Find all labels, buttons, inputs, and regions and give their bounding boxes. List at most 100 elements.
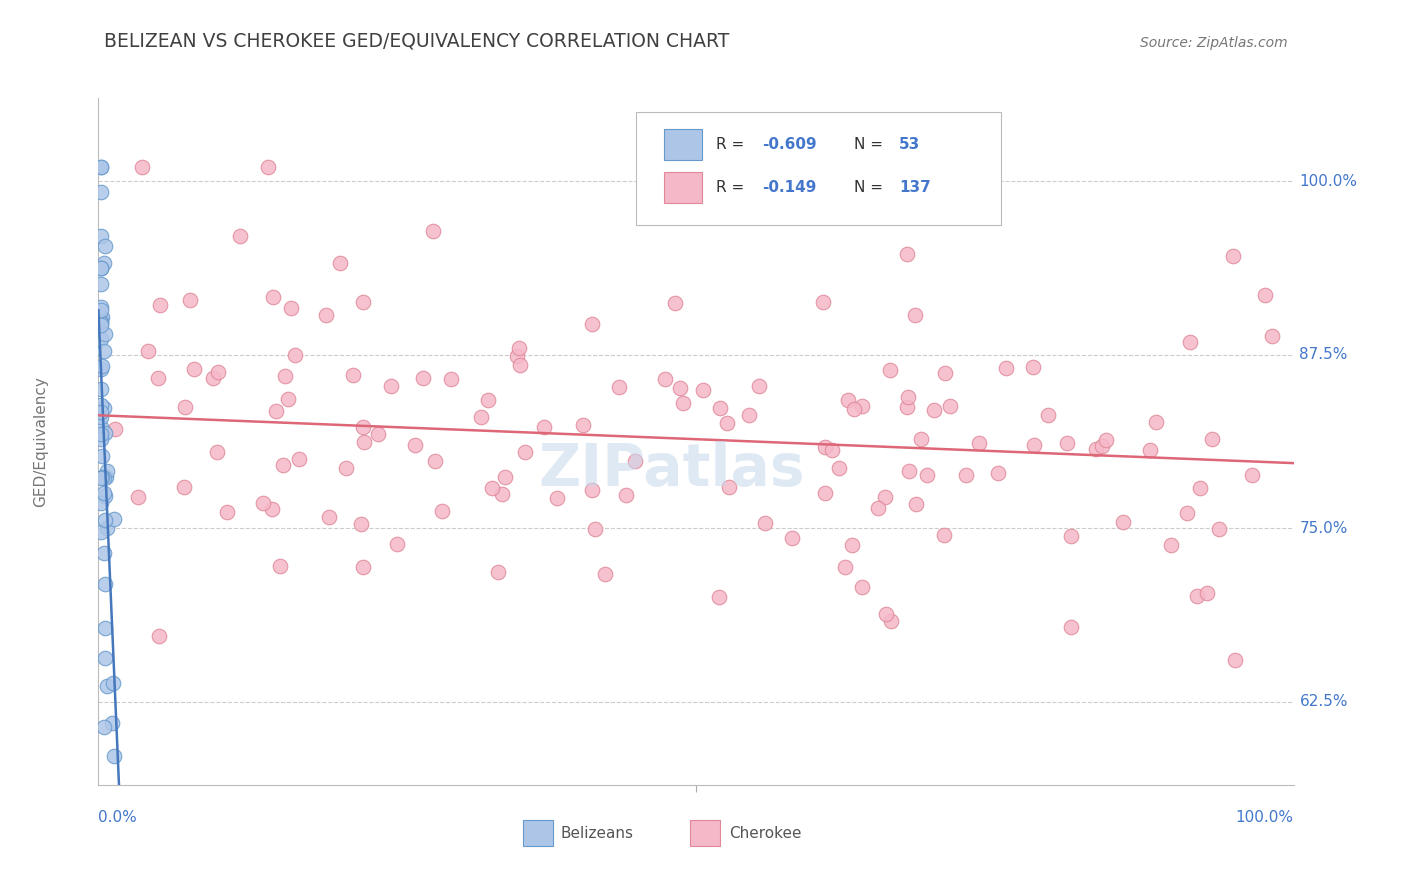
Point bbox=[149, 298, 172, 312]
Point bbox=[335, 460, 357, 475]
Point bbox=[1022, 360, 1045, 375]
Point bbox=[1175, 506, 1198, 520]
Point bbox=[353, 435, 375, 450]
Point bbox=[506, 349, 529, 363]
Point bbox=[1187, 589, 1209, 603]
Point bbox=[692, 383, 714, 397]
Point bbox=[1254, 288, 1277, 302]
Point bbox=[349, 517, 371, 532]
Point bbox=[90, 310, 112, 325]
Point bbox=[754, 516, 776, 531]
Point bbox=[287, 451, 309, 466]
Point bbox=[207, 366, 229, 380]
Point bbox=[748, 379, 770, 393]
Point bbox=[90, 161, 112, 175]
Point bbox=[1084, 442, 1107, 456]
FancyBboxPatch shape bbox=[690, 820, 720, 847]
Point bbox=[93, 486, 115, 500]
Point bbox=[581, 483, 603, 497]
Point bbox=[910, 432, 932, 446]
Point bbox=[90, 496, 112, 510]
Point bbox=[217, 505, 239, 519]
Text: Cherokee: Cherokee bbox=[730, 825, 801, 840]
Text: GED/Equivalency: GED/Equivalency bbox=[34, 376, 49, 507]
Point bbox=[260, 502, 283, 516]
Point bbox=[262, 290, 284, 304]
Point bbox=[707, 590, 730, 604]
Text: BELIZEAN VS CHEROKEE GED/EQUIVALENCY CORRELATION CHART: BELIZEAN VS CHEROKEE GED/EQUIVALENCY COR… bbox=[104, 31, 730, 50]
Point bbox=[93, 238, 115, 252]
Text: ZIPatlas: ZIPatlas bbox=[538, 441, 806, 498]
Point bbox=[367, 426, 389, 441]
Point bbox=[90, 332, 112, 346]
Text: R =: R = bbox=[716, 180, 749, 195]
Point bbox=[352, 559, 374, 574]
Point bbox=[148, 371, 170, 385]
Point bbox=[352, 294, 374, 309]
Point bbox=[90, 318, 112, 332]
Point bbox=[96, 464, 118, 478]
Point bbox=[179, 293, 201, 307]
Point bbox=[491, 486, 513, 500]
Text: 75.0%: 75.0% bbox=[1299, 521, 1348, 536]
Point bbox=[201, 370, 224, 384]
Point bbox=[494, 470, 516, 484]
Point bbox=[252, 496, 274, 510]
Point bbox=[94, 650, 117, 665]
Point bbox=[664, 296, 686, 310]
Point bbox=[572, 418, 595, 433]
Point bbox=[90, 362, 112, 376]
Point bbox=[1225, 652, 1247, 666]
Point bbox=[93, 471, 115, 485]
Point bbox=[1036, 408, 1059, 422]
Point bbox=[470, 410, 492, 425]
Point bbox=[94, 327, 117, 342]
Point bbox=[1139, 443, 1161, 458]
Point bbox=[90, 398, 112, 412]
Point bbox=[738, 408, 761, 422]
Point bbox=[868, 500, 890, 515]
Point bbox=[716, 416, 738, 430]
Point bbox=[136, 343, 159, 358]
Point bbox=[91, 449, 114, 463]
Point bbox=[896, 400, 918, 414]
Point bbox=[477, 393, 499, 408]
Point bbox=[93, 426, 115, 441]
Point bbox=[412, 371, 434, 385]
Point bbox=[96, 521, 118, 535]
Point bbox=[90, 316, 112, 330]
Text: -0.149: -0.149 bbox=[762, 180, 815, 195]
Text: 53: 53 bbox=[900, 136, 921, 152]
Point bbox=[352, 419, 374, 434]
Text: -0.609: -0.609 bbox=[762, 136, 817, 152]
Text: 137: 137 bbox=[900, 180, 931, 195]
Point bbox=[93, 621, 115, 635]
Point bbox=[834, 560, 856, 574]
Point bbox=[595, 566, 617, 581]
Point bbox=[1208, 522, 1230, 536]
Point bbox=[1091, 439, 1114, 453]
Point bbox=[329, 256, 352, 270]
Point bbox=[423, 454, 446, 468]
Point bbox=[90, 382, 112, 396]
Point bbox=[1195, 586, 1218, 600]
Point bbox=[672, 396, 695, 410]
Point bbox=[967, 436, 990, 450]
Point bbox=[1261, 329, 1284, 343]
Point bbox=[995, 361, 1018, 376]
Point bbox=[90, 405, 112, 419]
FancyBboxPatch shape bbox=[664, 128, 702, 160]
Point bbox=[103, 676, 125, 690]
Point bbox=[440, 371, 463, 385]
Point bbox=[380, 379, 402, 393]
Text: 87.5%: 87.5% bbox=[1299, 347, 1348, 362]
Point bbox=[342, 368, 364, 382]
Point bbox=[904, 308, 927, 322]
Point bbox=[277, 392, 299, 406]
Point bbox=[668, 381, 690, 395]
Point bbox=[896, 247, 918, 261]
Point bbox=[93, 401, 115, 415]
Point bbox=[875, 607, 897, 621]
Point bbox=[1241, 468, 1264, 483]
Point bbox=[269, 559, 291, 574]
